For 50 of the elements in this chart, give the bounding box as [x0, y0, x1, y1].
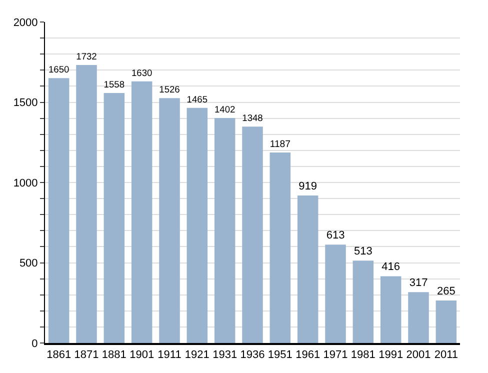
x-tick-label: 1931 — [212, 348, 238, 361]
data-label: 1187 — [270, 138, 291, 150]
bar — [242, 126, 263, 343]
bar — [104, 92, 125, 343]
data-label: 1650 — [48, 64, 70, 75]
x-tick-label: 1901 — [130, 348, 154, 361]
y-tick-label: 0 — [32, 338, 38, 350]
x-tick-label: 1861 — [46, 348, 72, 361]
x-tick-label: 2011 — [434, 348, 458, 361]
data-label: 1630 — [131, 68, 152, 78]
data-label: 1558 — [104, 79, 125, 90]
y-tick-label: 1500 — [13, 97, 38, 110]
bar — [325, 244, 346, 343]
data-label: 1348 — [242, 113, 263, 124]
x-tick-label: 1961 — [296, 348, 320, 361]
bar — [76, 65, 97, 343]
bar — [352, 260, 374, 343]
data-label: 265 — [436, 285, 456, 298]
data-label: 613 — [326, 230, 345, 242]
x-tick-label: 1921 — [184, 348, 210, 361]
x-tick-label: 1911 — [158, 348, 182, 361]
bar — [297, 196, 318, 343]
data-label: 513 — [354, 246, 372, 258]
bar — [436, 300, 457, 343]
data-label: 1526 — [159, 84, 180, 95]
y-tick-label: 1000 — [13, 177, 38, 190]
x-tick-label: 1981 — [350, 348, 376, 361]
x-tick-label: 1991 — [378, 348, 404, 361]
x-tick-label: 1971 — [323, 348, 348, 361]
bar — [380, 276, 402, 343]
bar — [408, 292, 429, 343]
x-tick-label: 2001 — [406, 348, 431, 361]
y-tick-label: 500 — [19, 258, 38, 270]
x-tick-label: 1881 — [102, 348, 126, 361]
bar — [214, 118, 236, 343]
data-label: 1732 — [76, 51, 97, 62]
x-tick-label: 1871 — [74, 348, 99, 361]
x-tick-label: 1951 — [268, 348, 292, 361]
data-label: 919 — [298, 180, 318, 192]
data-label: 317 — [409, 277, 428, 290]
bar — [48, 78, 70, 343]
bar — [131, 81, 152, 343]
data-label: 1402 — [214, 104, 236, 114]
y-tick-label: 2000 — [13, 16, 38, 29]
bar — [270, 152, 291, 343]
data-label: 416 — [382, 261, 400, 274]
data-label: 1465 — [186, 94, 208, 104]
bar — [186, 108, 208, 343]
bar — [159, 98, 180, 343]
x-tick-label: 1936 — [240, 348, 265, 361]
